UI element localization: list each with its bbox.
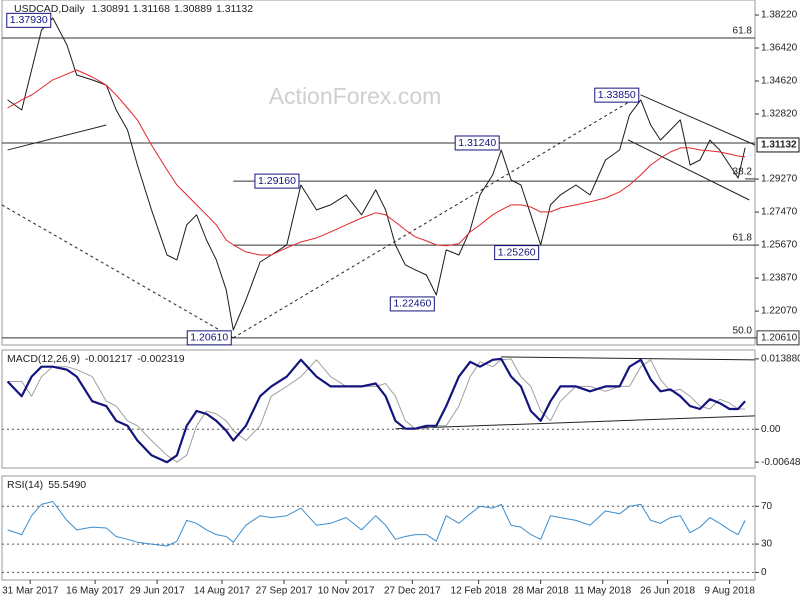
watermark: ActionForex.com (269, 83, 442, 109)
series-line (7, 501, 746, 547)
indicator-reading: -0.002319 (137, 353, 184, 365)
panel (1, 0, 756, 346)
last-price-box (756, 137, 800, 153)
y-tick-label: 1.20610 (761, 332, 798, 343)
y-tick-label: 1.27470 (761, 207, 798, 218)
y-tick-label: 1.34620 (761, 76, 798, 87)
series-line (6, 357, 746, 464)
title-text: MACD(12,26,9) (7, 353, 80, 365)
x-tick-label: 12 Feb 2018 (451, 586, 508, 597)
panel-title: RSI(14) 55.5490 (7, 479, 86, 491)
trend-line (395, 415, 756, 430)
y-tick-label: -0.006480 (761, 457, 800, 468)
annotation-label: 1.22460 (393, 298, 431, 310)
indicator-reading: -0.001217 (85, 353, 132, 365)
panel (1, 349, 756, 469)
x-tick-label: 29 Jun 2017 (130, 586, 185, 597)
annotation-box (494, 245, 540, 261)
annotation-box (254, 173, 300, 189)
series-line (7, 358, 746, 463)
title-text: RSI(14) (7, 479, 43, 491)
annotation-label: 1.20610 (190, 332, 228, 344)
panel-title: MACD(12,26,9) -0.001217 -0.002319 (7, 353, 185, 365)
x-tick-label: 10 Nov 2017 (318, 586, 375, 597)
x-tick-label: 27 Dec 2017 (384, 586, 441, 597)
ohlc-value: 1.30889 (174, 3, 212, 15)
y-tick-label: 1.29270 (761, 174, 798, 185)
x-tick-label: 31 Mar 2017 (2, 586, 59, 597)
annotation-label: 1.25260 (498, 246, 536, 258)
y-tick-label: 1.22070 (761, 306, 798, 317)
x-tick-label: 26 Jun 2018 (640, 586, 695, 597)
y-tick-label: 1.32820 (761, 109, 798, 120)
level-label: 38.2 (733, 167, 753, 178)
annotation-box (594, 87, 640, 103)
trend-line (1, 204, 234, 339)
series-line (7, 17, 746, 331)
indicator-reading: 55.5490 (48, 479, 86, 491)
x-tick-label: 16 May 2017 (66, 586, 124, 597)
trend-line (627, 139, 750, 201)
annotation-label: 1.33850 (598, 89, 636, 101)
level-label: 61.8 (733, 233, 753, 244)
x-tick-label: 28 Mar 2018 (513, 586, 570, 597)
annotation-box (454, 135, 500, 151)
trend-line (640, 94, 756, 146)
panel (1, 475, 756, 581)
x-tick-label: 14 Aug 2017 (194, 586, 251, 597)
annotation-label: 1.31240 (458, 137, 496, 149)
ohlc-value: 1.31132 (216, 3, 253, 15)
annotation-label: 1.37930 (10, 14, 48, 26)
x-tick-label: 11 May 2018 (574, 586, 632, 597)
y-tick-label: 0 (761, 567, 767, 578)
level-label: 61.8 (733, 26, 753, 37)
annotation-box (389, 296, 435, 312)
trend-line (501, 356, 756, 361)
y-tick-box (756, 330, 800, 346)
series-line (7, 69, 746, 256)
annotation-box (186, 330, 232, 346)
x-tick-label: 27 Sep 2017 (256, 586, 313, 597)
last-price-label: 1.31132 (761, 140, 797, 151)
annotation-label: 1.29160 (258, 175, 296, 187)
y-tick-label: 1.38220 (761, 10, 798, 21)
y-tick-label: 0.00 (761, 424, 781, 435)
y-tick-label: 30 (761, 539, 773, 550)
y-tick-label: 70 (761, 501, 773, 512)
y-tick-label: 1.25670 (761, 240, 798, 251)
y-tick-label: 0.013880 (761, 354, 800, 365)
ohlc-value: 1.30891 (92, 3, 130, 15)
panel-title: USDCAD,Daily 1.30891 1.31168 1.30889 1.31132 (14, 3, 253, 15)
annotation-box (6, 12, 52, 28)
y-tick-label: 1.23870 (761, 273, 798, 284)
level-label: 50.0 (733, 325, 753, 336)
x-tick-label: 9 Aug 2018 (704, 586, 755, 597)
y-tick-label: 1.36420 (761, 43, 798, 54)
trend-line (7, 124, 107, 151)
ohlc-value: 1.31168 (133, 3, 170, 15)
trend-line (233, 94, 642, 339)
title-text: USDCAD,Daily (14, 3, 85, 15)
